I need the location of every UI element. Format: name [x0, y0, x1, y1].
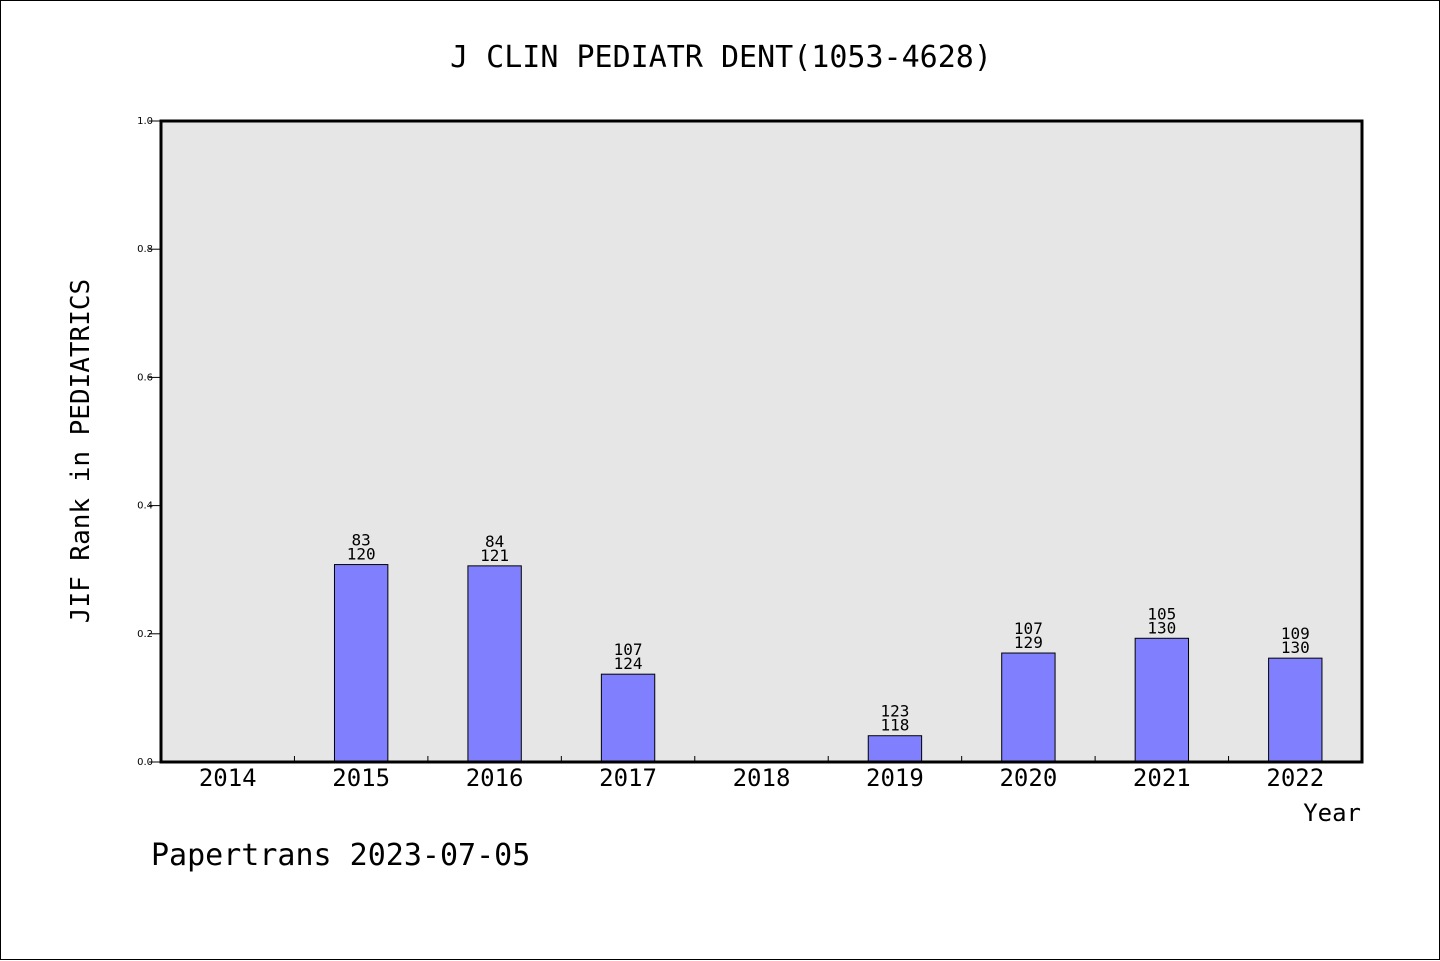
bar-total-label-2017: 124 — [614, 654, 643, 673]
x-tick-label-2014: 2014 — [199, 764, 257, 792]
bar-rank-label-2021: 105 — [1147, 604, 1176, 623]
y-tick-label-5: 1.0 — [137, 116, 153, 127]
bar-rank-label-2016: 84 — [485, 532, 504, 551]
x-tick-label-2017: 2017 — [599, 764, 657, 792]
y-axis: 0.0 0.2 0.4 0.6 0.8 1.0 — [137, 116, 161, 768]
bar-2015 — [333, 564, 389, 763]
bar-total-label-2020: 129 — [1014, 633, 1043, 652]
y-tick-label-4: 0.8 — [137, 244, 153, 255]
bar-total-label-2021: 130 — [1147, 618, 1176, 637]
y-tick-label-1: 0.2 — [137, 629, 153, 640]
x-tick-label-2019: 2019 — [866, 764, 924, 792]
footer-text: Papertrans 2023-07-05 — [151, 838, 530, 873]
bar-2021 — [1134, 637, 1190, 763]
bar-total-label-2019: 118 — [880, 716, 909, 735]
y-tick-label-3: 0.6 — [137, 372, 153, 383]
x-tick-label-2016: 2016 — [466, 764, 524, 792]
bar-rank-label-2015: 83 — [352, 531, 371, 550]
y-tick-label-0: 0.0 — [137, 757, 153, 768]
bar-rank-label-2019: 123 — [880, 702, 909, 721]
bar-rank-label-2020: 107 — [1014, 619, 1043, 638]
x-tick-label-2015: 2015 — [332, 764, 390, 792]
bar-2022 — [1268, 657, 1323, 763]
bar-2016 — [467, 565, 522, 763]
plot-border — [159, 119, 1364, 764]
bar-total-label-2016: 121 — [480, 546, 509, 565]
x-axis: 2014 2015 2016 2017 2018 2019 2020 2021 2022 — [199, 756, 1324, 792]
bar-2017 — [600, 673, 656, 763]
y-axis-label: JIF Rank in PEDIATRICS — [66, 279, 96, 623]
bar-rank-label-2017: 107 — [614, 640, 643, 659]
x-tick-label-2020: 2020 — [999, 764, 1057, 792]
bar-rank-label-2022: 109 — [1281, 624, 1310, 643]
x-tick-label-2021: 2021 — [1133, 764, 1191, 792]
bar-2020 — [1001, 652, 1056, 763]
y-tick-label-2: 0.4 — [137, 501, 153, 512]
x-tick-label-2018: 2018 — [733, 764, 791, 792]
x-tick-label-2022: 2022 — [1266, 764, 1324, 792]
bar-2019 — [867, 735, 923, 763]
x-axis-label: Year — [1303, 799, 1361, 827]
chart-title: J CLIN PEDIATR DENT(1053-4628) — [450, 40, 992, 75]
bar-total-label-2022: 130 — [1281, 638, 1310, 657]
bar-total-label-2015: 120 — [347, 545, 376, 564]
